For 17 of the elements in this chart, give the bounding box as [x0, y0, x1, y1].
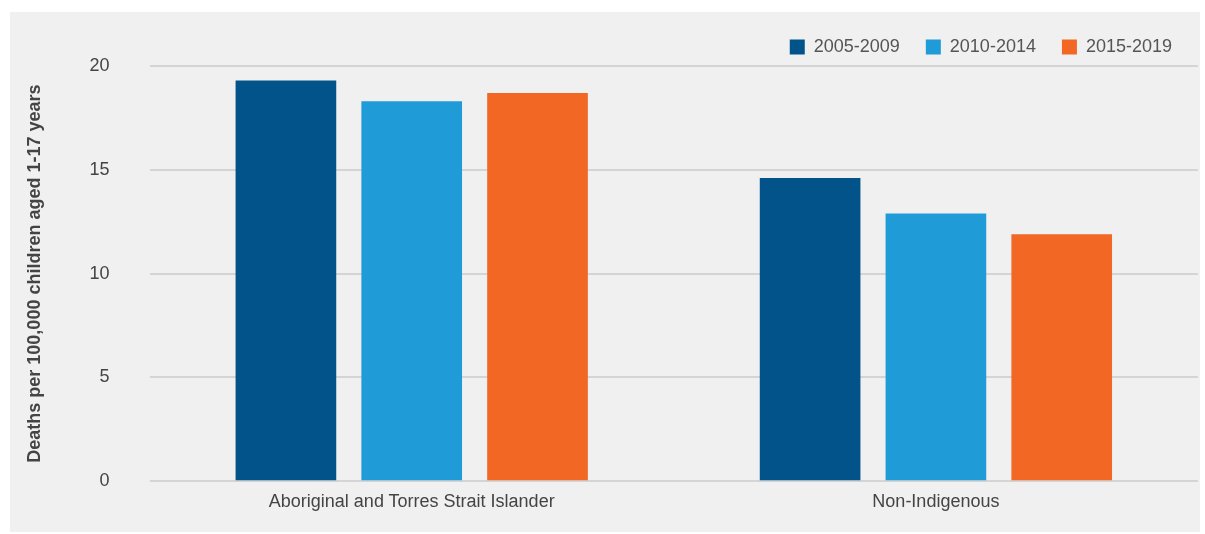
y-axis-title: Deaths per 100,000 children aged 1-17 years	[23, 84, 44, 463]
y-tick-label: 15	[89, 158, 110, 179]
y-tick-label: 10	[89, 262, 110, 283]
y-tick-label: 0	[99, 470, 110, 491]
x-tick-label: Non-Indigenous	[872, 490, 1000, 511]
bar	[487, 92, 588, 481]
y-tick-label: 20	[89, 54, 110, 75]
y-tick-label: 5	[99, 366, 110, 387]
legend-label: 2015-2019	[1085, 35, 1173, 56]
bar	[885, 213, 987, 481]
bar	[1011, 234, 1113, 481]
x-tick-label: Aboriginal and Torres Strait Islander	[268, 490, 555, 511]
bar	[361, 101, 463, 481]
bar	[235, 80, 337, 481]
legend-label: 2010-2014	[949, 35, 1036, 56]
legend-label: 2005-2009	[813, 35, 900, 56]
bar	[759, 178, 861, 481]
